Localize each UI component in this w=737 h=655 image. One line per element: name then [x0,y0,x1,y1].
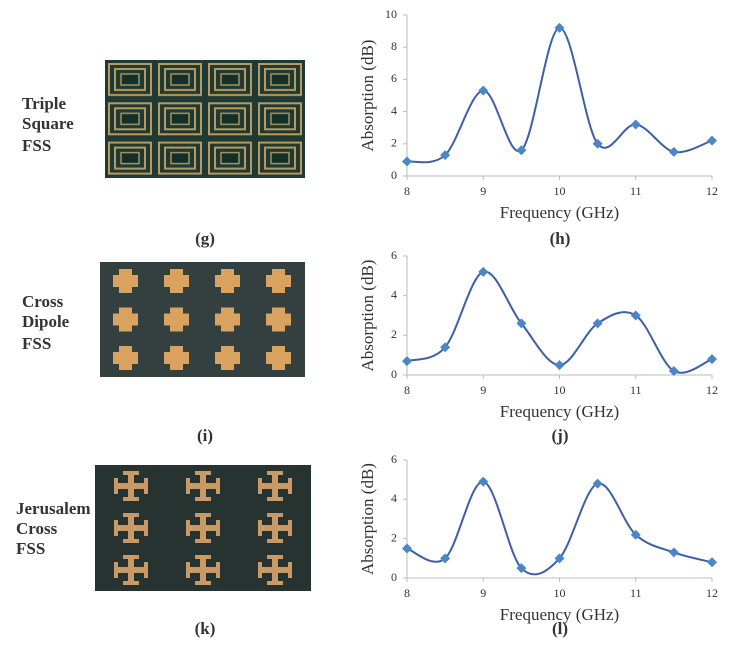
x-tick-label: 11 [630,383,642,397]
data-marker [669,547,679,557]
y-tick-label: 4 [391,287,397,301]
panel-tag: (i) [197,426,213,445]
x-tick-label: 8 [404,184,410,198]
photo-label: Square [22,114,74,133]
figure: TripleSquareFSS(g)(h)CrossDipoleFSS(i)(j… [0,0,737,655]
photo-triple-square [105,60,305,178]
y-tick-label: 8 [391,39,397,53]
panel-tag: (h) [550,229,571,248]
x-axis-label: Frequency (GHz) [500,203,619,222]
y-tick-label: 6 [391,248,397,262]
y-tick-label: 6 [391,71,397,85]
data-marker [631,119,641,129]
data-line [407,272,712,373]
data-marker [402,157,412,167]
y-axis-label: Absorption (dB) [358,260,377,372]
x-tick-label: 12 [706,383,718,397]
y-tick-label: 4 [391,491,397,505]
y-tick-label: 0 [391,570,397,584]
y-tick-label: 4 [391,103,397,117]
x-tick-label: 8 [404,383,410,397]
x-tick-label: 12 [706,184,718,198]
photo-label: FSS [16,539,45,558]
photo-label: Dipole [22,312,70,331]
x-tick-label: 10 [554,586,566,600]
x-tick-label: 12 [706,586,718,600]
data-marker [707,354,717,364]
photo-label: FSS [22,136,51,155]
photo-label: Cross [16,519,58,538]
data-marker [555,360,565,370]
y-tick-label: 0 [391,367,397,381]
y-axis-label: Absorption (dB) [358,40,377,152]
y-tick-label: 2 [391,136,397,150]
y-tick-label: 2 [391,327,397,341]
photo-label: Cross [22,292,64,311]
data-marker [669,147,679,157]
y-axis-label: Absorption (dB) [358,463,377,575]
data-line [407,28,712,162]
data-marker [707,136,717,146]
photo-label: Triple [22,94,67,113]
x-tick-label: 9 [480,184,486,198]
panel-tag: (k) [195,619,216,638]
x-axis-label: Frequency (GHz) [500,605,619,624]
x-tick-label: 11 [630,184,642,198]
y-tick-label: 2 [391,530,397,544]
x-tick-label: 10 [554,383,566,397]
y-tick-label: 0 [391,168,397,182]
photo-jerusalem-cross [95,465,311,591]
x-axis-label: Frequency (GHz) [500,402,619,421]
x-tick-label: 9 [480,383,486,397]
photo-label: FSS [22,334,51,353]
x-tick-label: 10 [554,184,566,198]
x-tick-label: 9 [480,586,486,600]
x-tick-label: 8 [404,586,410,600]
photo-label: Jerusalem [16,499,91,518]
data-marker [402,544,412,554]
data-marker [402,356,412,366]
data-marker [707,557,717,567]
panel-tag: (g) [195,229,215,248]
y-tick-label: 10 [385,7,397,21]
data-marker [478,86,488,96]
y-tick-label: 6 [391,452,397,466]
panel-tag: (j) [552,426,569,445]
x-tick-label: 11 [630,586,642,600]
photo-cross-dipole [100,262,305,377]
